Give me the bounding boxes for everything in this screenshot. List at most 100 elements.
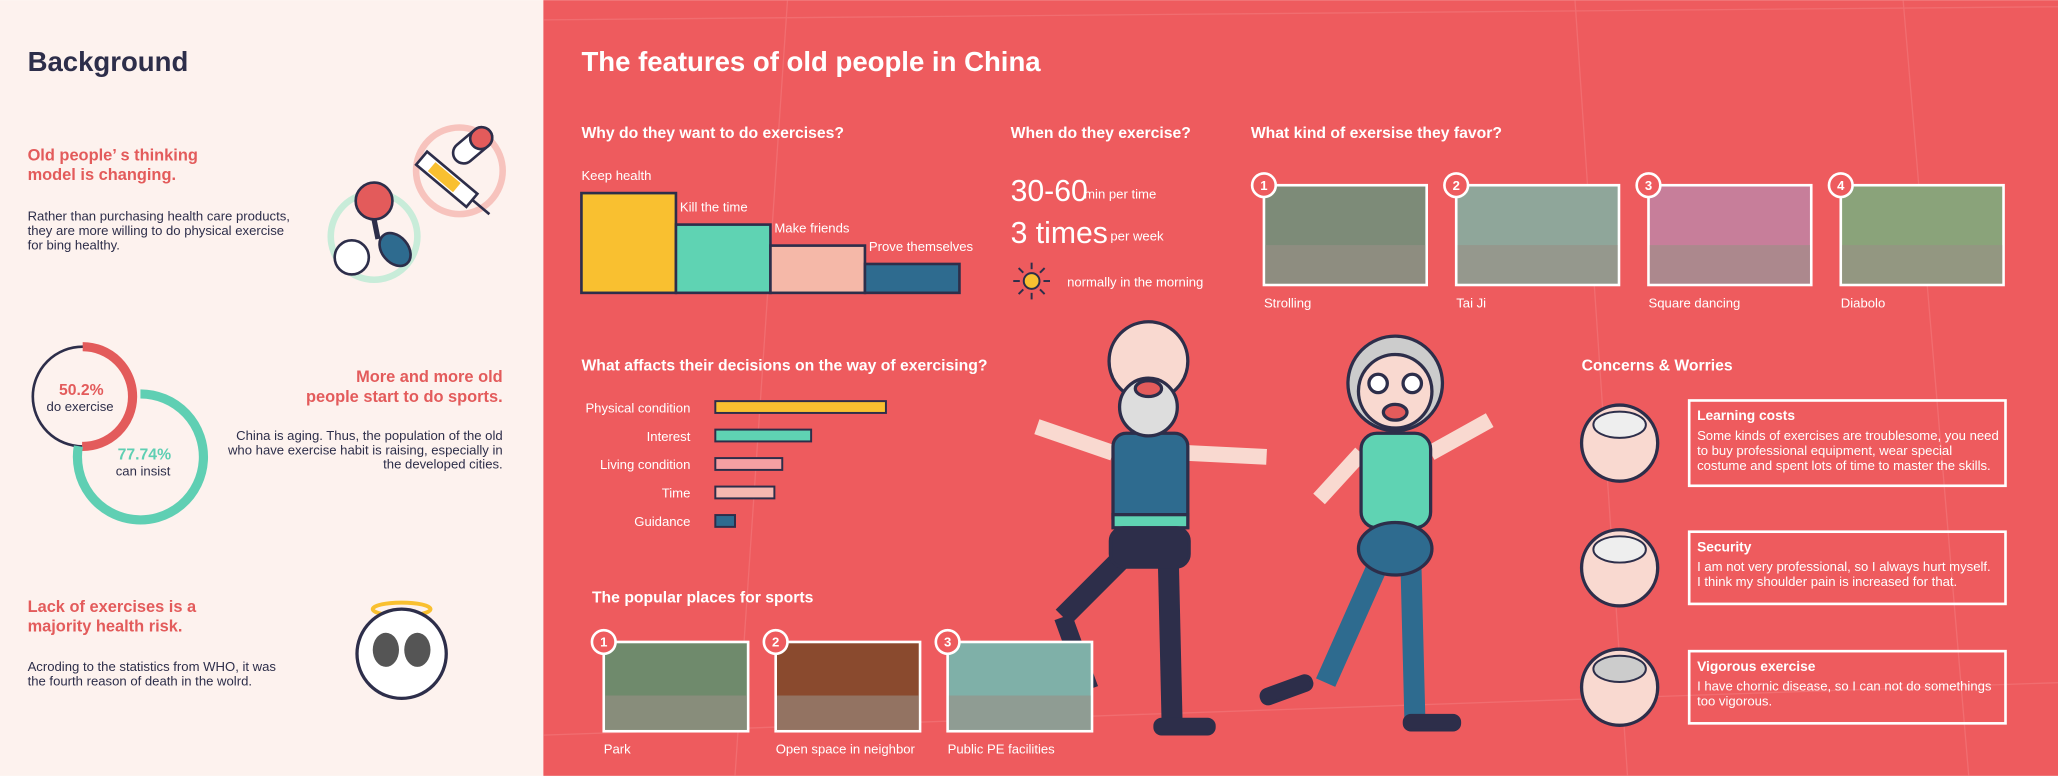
sun-ray	[1017, 267, 1024, 274]
bar	[714, 400, 887, 414]
worry-hair	[1592, 535, 1647, 564]
section-title: The popular places for sports	[592, 590, 814, 607]
sun-ray	[1039, 267, 1046, 274]
donut-label: can insist	[116, 463, 171, 478]
number-text: 1	[600, 635, 607, 650]
concern-box	[1687, 399, 2007, 488]
bar	[714, 457, 784, 471]
bar	[714, 428, 813, 443]
section-text: for bing healthy.	[28, 238, 120, 253]
features-title: The features of old people in China	[581, 46, 1041, 77]
section-title: Concerns & Worries	[1582, 357, 1733, 374]
bar-label: Interest	[647, 429, 691, 444]
background-grid-part	[1902, 0, 1970, 776]
old-woman-part	[1402, 713, 1462, 732]
right-panel	[543, 0, 2058, 776]
bar	[674, 223, 772, 295]
photo-ground	[1457, 245, 1618, 284]
bar-label: Living condition	[600, 457, 690, 472]
number-badge	[934, 628, 961, 656]
photo-label: Strolling	[1264, 295, 1311, 310]
photo-ground	[605, 695, 747, 730]
photo-label: Diabolo	[1841, 295, 1885, 310]
section-text: who have exercise habit is raising, espe…	[227, 442, 503, 457]
donut-label: do exercise	[47, 399, 114, 414]
photo-ground	[1842, 245, 2003, 284]
section-heading: Old people’ s thinking	[28, 146, 198, 164]
section-text: the fourth reason of death in the wolrd.	[28, 673, 252, 688]
old-man-part	[1133, 379, 1164, 399]
medicine-icons-part	[371, 218, 381, 240]
old-woman-part	[1381, 402, 1409, 422]
old-woman	[1259, 334, 1494, 732]
number-text: 4	[1837, 178, 1845, 193]
bar	[714, 514, 736, 528]
section-title: What kind of exersise they favor?	[1251, 125, 1502, 142]
section-heading: people start to do sports.	[306, 388, 503, 406]
bar	[714, 485, 776, 500]
medicine-icons-part	[412, 124, 506, 218]
bar	[580, 191, 678, 295]
bar	[863, 262, 961, 295]
medicine-icons-part	[333, 239, 371, 276]
concern-text: Some kinds of exercises are troublesome,…	[1697, 428, 1999, 443]
number-text: 3	[1645, 178, 1652, 193]
bar-label: Guidance	[634, 514, 690, 529]
old-woman-part	[1401, 372, 1424, 395]
medicine-icons-part-part	[468, 125, 494, 151]
old-woman-part	[1426, 413, 1494, 460]
number-text: 3	[944, 635, 951, 650]
old-man-part	[1111, 513, 1190, 530]
sun-ray	[1039, 288, 1046, 295]
section-heading: More and more old	[356, 368, 503, 386]
chart-title: Why do they want to do exercises?	[581, 125, 844, 142]
old-woman-part	[1316, 560, 1388, 687]
time-value: 30-60	[1011, 175, 1088, 208]
bar	[769, 244, 867, 295]
medicine-icons-part-part	[427, 162, 461, 193]
photo-label: Square dancing	[1649, 295, 1741, 310]
bar-label: Keep health	[581, 168, 651, 183]
worry-hair	[1592, 410, 1647, 439]
background-grid-part	[1574, 0, 1629, 776]
number-badge	[1635, 172, 1662, 199]
old-man-part	[1187, 445, 1267, 465]
donut-arc	[72, 389, 209, 525]
donut-arc	[82, 342, 138, 451]
concern-title: Learning costs	[1697, 408, 1795, 423]
photo-label: Park	[604, 742, 631, 757]
photo-label: Public PE facilities	[948, 742, 1056, 757]
medicine-icons-part	[354, 181, 394, 221]
medicine-icons-part	[378, 231, 412, 268]
medicine-icons	[327, 124, 506, 283]
medicine-icons-part	[451, 125, 494, 165]
bar-label: Kill the time	[680, 199, 748, 214]
concern-text: I am not very professional, so I always …	[1697, 559, 1991, 574]
concern-box	[1687, 649, 2007, 725]
donut-value: 50.2%	[59, 382, 104, 399]
old-man-part	[1157, 551, 1183, 723]
section-text: Acroding to the statistics from WHO, it …	[28, 659, 277, 674]
skull-icon	[355, 600, 448, 701]
skull-icon-part	[372, 632, 399, 667]
old-man-part	[1153, 717, 1216, 736]
section-heading: Lack of exercises is a	[28, 598, 197, 616]
photo-ground	[1649, 245, 1810, 284]
chart-title: What affacts their decisions on the way …	[581, 357, 987, 374]
time-note: normally in the morning	[1067, 274, 1203, 289]
old-woman-part	[1259, 674, 1314, 706]
section-text: the developed cities.	[383, 457, 503, 472]
concern-text: I have chornic disease, so I can not do …	[1697, 679, 1992, 694]
bar-label: Make friends	[774, 220, 849, 235]
bar-label: Physical condition	[585, 400, 690, 415]
background-title: Background	[28, 46, 189, 77]
photo-ground	[948, 695, 1091, 730]
old-woman-part	[1359, 431, 1433, 530]
section-text: Rather than purchasing health care produ…	[28, 209, 290, 224]
number-badge	[1250, 172, 1278, 199]
old-woman-part	[1313, 447, 1367, 505]
content: Old people’ s thinking model is changing.…	[28, 125, 2007, 757]
photo-ground	[777, 695, 919, 730]
old-woman-part	[1367, 372, 1389, 395]
concern-title: Vigorous exercise	[1697, 659, 1816, 674]
